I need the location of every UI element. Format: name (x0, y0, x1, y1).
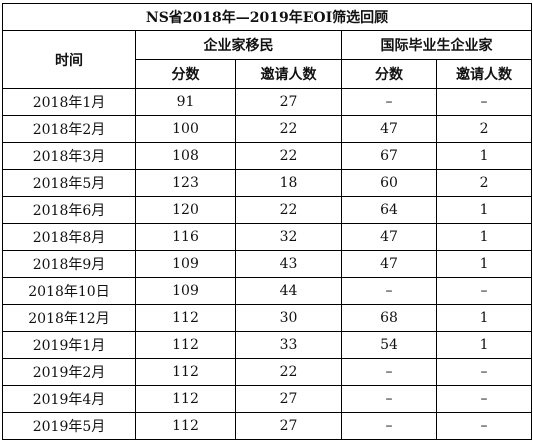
entrepreneur-invites-cell: 27 (235, 385, 342, 413)
date-cell: 2019年5月 (2, 412, 136, 440)
entrepreneur-score-cell: 109 (135, 250, 236, 278)
date-cell: 2018年2月 (2, 115, 136, 143)
entrepreneur-invites-cell: 22 (235, 196, 342, 224)
table-row: 2018年3月 108 22 67 1 (2, 142, 533, 170)
graduate-invites-cell: 1 (435, 331, 533, 359)
entrepreneur-invites-cell: 18 (235, 169, 342, 197)
date-cell: 2018年10日 (2, 277, 136, 305)
table-row: 2018年2月 100 22 47 2 (2, 115, 533, 143)
table-row: 2019年5月 112 27 – – (2, 412, 533, 440)
entrepreneur-invites-cell: 27 (235, 88, 342, 116)
graduate-group-header: 国际毕业生企业家 (340, 30, 533, 60)
graduate-invites-cell: – (435, 385, 533, 413)
date-cell: 2018年3月 (2, 142, 136, 170)
entrepreneur-invites-cell: 22 (235, 142, 342, 170)
date-cell: 2018年5月 (2, 169, 136, 197)
graduate-invites-cell: – (435, 277, 533, 305)
graduate-invites-cell: 1 (435, 250, 533, 278)
entrepreneur-score-cell: 100 (135, 115, 236, 143)
graduate-invites-cell: 2 (435, 115, 533, 143)
entrepreneur-score-cell: 112 (135, 412, 236, 440)
graduate-invites-header: 邀请人数 (435, 59, 533, 89)
date-cell: 2018年8月 (2, 223, 136, 251)
table-row: 2019年2月 112 22 – – (2, 358, 533, 386)
graduate-invites-cell: 1 (435, 142, 533, 170)
graduate-score-cell: 68 (341, 304, 437, 332)
table-row: 2018年9月 109 43 47 1 (2, 250, 533, 278)
graduate-score-cell: 47 (341, 223, 437, 251)
date-cell: 2019年1月 (2, 331, 136, 359)
graduate-score-cell: – (341, 277, 437, 305)
graduate-invites-cell: – (435, 358, 533, 386)
title-row: NS省2018年—2019年EOI筛选回顾 (1, 3, 533, 31)
entrepreneur-score-cell: 112 (135, 331, 236, 359)
entrepreneur-invites-cell: 44 (235, 277, 342, 305)
graduate-invites-cell: – (435, 412, 533, 440)
entrepreneur-score-cell: 112 (135, 304, 236, 332)
graduate-score-cell: 47 (341, 115, 437, 143)
date-cell: 2019年2月 (2, 358, 136, 386)
entrepreneur-invites-cell: 22 (235, 358, 342, 386)
entrepreneur-invites-cell: 22 (235, 115, 342, 143)
entrepreneur-score-cell: 116 (135, 223, 236, 251)
entrepreneur-score-cell: 123 (135, 169, 236, 197)
entrepreneur-score-cell: 120 (135, 196, 236, 224)
table-row: 2018年8月 116 32 47 1 (2, 223, 533, 251)
table-row: 2019年1月 112 33 54 1 (2, 331, 533, 359)
entrepreneur-invites-cell: 32 (235, 223, 342, 251)
graduate-invites-cell: 1 (435, 196, 533, 224)
graduate-invites-cell: 1 (435, 223, 533, 251)
date-cell: 2019年4月 (2, 385, 136, 413)
graduate-score-cell: 64 (341, 196, 437, 224)
graduate-score-header: 分数 (341, 59, 437, 89)
table-row: 2018年6月 120 22 64 1 (2, 196, 533, 224)
entrepreneur-score-cell: 112 (135, 358, 236, 386)
entrepreneur-invites-cell: 27 (235, 412, 342, 440)
table-row: 2018年5月 123 18 60 2 (2, 169, 533, 197)
sub-header-row: 分数 邀请人数 分数 邀请人数 (3, 59, 533, 89)
entrepreneur-score-cell: 108 (135, 142, 236, 170)
entrepreneur-score-cell: 112 (135, 385, 236, 413)
date-cell: 2018年6月 (2, 196, 136, 224)
time-header: 时间 (2, 30, 136, 89)
date-cell: 2018年9月 (2, 250, 136, 278)
entrepreneur-invites-cell: 43 (235, 250, 342, 278)
entrepreneur-score-cell: 109 (135, 277, 236, 305)
entrepreneur-score-cell: 91 (135, 88, 236, 116)
table-row: 2018年1月 91 27 – – (2, 88, 533, 116)
graduate-score-cell: 54 (341, 331, 437, 359)
graduate-score-cell: 47 (341, 250, 437, 278)
graduate-score-cell: – (341, 412, 437, 440)
table-row: 2018年10日 109 44 – – (2, 277, 533, 305)
graduate-invites-cell: – (435, 88, 533, 116)
graduate-score-cell: 60 (341, 169, 437, 197)
graduate-score-cell: 67 (341, 142, 437, 170)
graduate-score-cell: – (341, 358, 437, 386)
graduate-invites-cell: 1 (435, 304, 533, 332)
graduate-invites-cell: 2 (435, 169, 533, 197)
graduate-score-cell: – (341, 88, 437, 116)
eoi-table: NS省2018年—2019年EOI筛选回顾 时间 企业家移民 国际毕业生企业家 … (1, 3, 533, 440)
graduate-score-cell: – (341, 385, 437, 413)
table-body: 2018年1月 91 27 – – 2018年2月 100 22 47 2 20… (2, 88, 533, 440)
table-title: NS省2018年—2019年EOI筛选回顾 (1, 3, 533, 31)
entrepreneur-invites-cell: 33 (235, 331, 342, 359)
date-cell: 2018年1月 (2, 88, 136, 116)
entrepreneur-score-header: 分数 (135, 59, 236, 89)
table-row: 2018年12月 112 30 68 1 (2, 304, 533, 332)
group-header-row: 时间 企业家移民 国际毕业生企业家 (2, 30, 533, 89)
entrepreneur-invites-cell: 30 (235, 304, 342, 332)
date-cell: 2018年12月 (2, 304, 136, 332)
entrepreneur-invites-header: 邀请人数 (235, 59, 342, 89)
entrepreneur-group-header: 企业家移民 (135, 30, 342, 60)
table-row: 2019年4月 112 27 – – (2, 385, 533, 413)
